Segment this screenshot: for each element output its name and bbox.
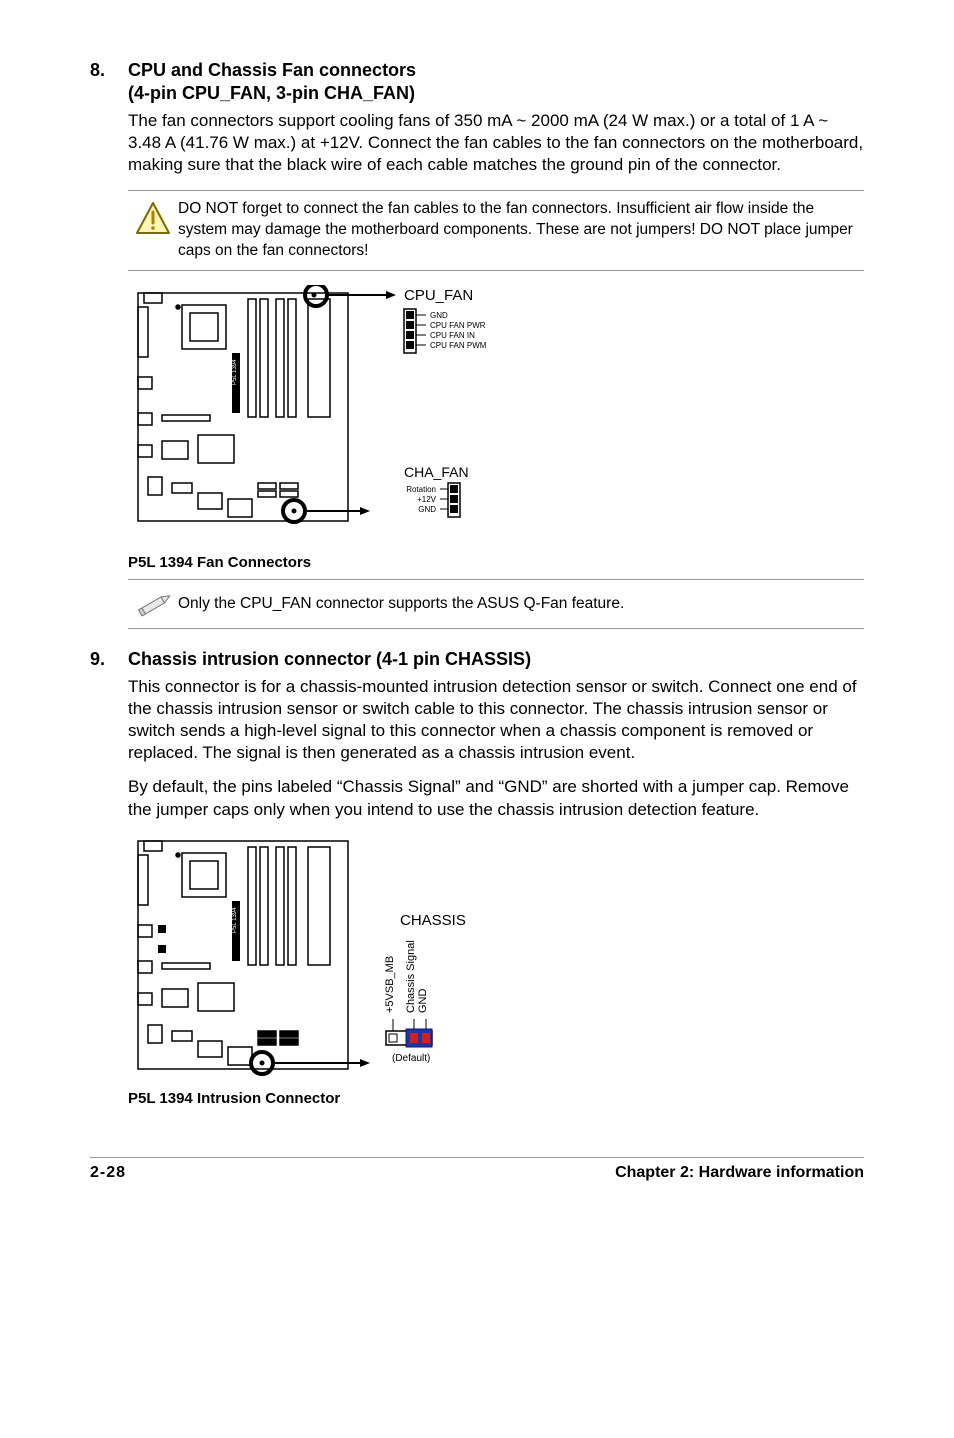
- chassis-pin-0: +5VSB_MB: [384, 955, 396, 1012]
- chassis-pin-1: Chassis Signal: [405, 940, 417, 1013]
- cha-fan-label: CHA_FAN: [404, 464, 469, 480]
- section-9-heading: 9. Chassis intrusion connector (4-1 pin …: [90, 649, 864, 670]
- warning-text: DO NOT forget to connect the fan cables …: [178, 199, 864, 262]
- cpu-fan-label: CPU_FAN: [404, 287, 473, 304]
- cha-fan-pin-0: Rotation: [406, 485, 436, 494]
- qfan-note-text: Only the CPU_FAN connector supports the …: [178, 588, 624, 615]
- section-9-body2: By default, the pins labeled “Chassis Si…: [128, 776, 864, 820]
- warning-box: DO NOT forget to connect the fan cables …: [128, 190, 864, 271]
- chassis-label: CHASSIS: [400, 912, 466, 929]
- page-footer: 2-28 Chapter 2: Hardware information: [90, 1157, 864, 1182]
- section-8-subtitle: (4-pin CPU_FAN, 3-pin CHA_FAN): [128, 83, 864, 104]
- section-8-body: The fan connectors support cooling fans …: [128, 110, 864, 176]
- section-8-heading: 8. CPU and Chassis Fan connectors: [90, 60, 864, 81]
- section-9-body1: This connector is for a chassis-mounted …: [128, 676, 864, 764]
- fan-diagram-caption: P5L 1394 Fan Connectors: [128, 554, 864, 571]
- chassis-default-label: (Default): [392, 1053, 430, 1064]
- page-number: 2-28: [90, 1164, 126, 1182]
- fan-diagram: P5L 1394 CPU_FAN GND CPU FAN PWR CPU FAN…: [128, 285, 864, 571]
- cha-fan-pin-1: +12V: [417, 495, 437, 504]
- section-8-title: CPU and Chassis Fan connectors: [128, 60, 416, 81]
- cpu-fan-pin-3: CPU FAN PWM: [430, 341, 487, 350]
- cpu-fan-pin-1: CPU FAN PWR: [430, 321, 486, 330]
- section-9-num: 9.: [90, 649, 128, 670]
- cpu-fan-pin-0: GND: [430, 311, 448, 320]
- cha-fan-pin-2: GND: [418, 505, 436, 514]
- chapter-title: Chapter 2: Hardware information: [615, 1164, 864, 1182]
- section-8-num: 8.: [90, 60, 128, 81]
- svg-text:P5L 1394: P5L 1394: [232, 359, 238, 385]
- warning-icon: [128, 199, 178, 235]
- chassis-pin-2: GND: [417, 988, 429, 1013]
- qfan-note-box: Only the CPU_FAN connector supports the …: [128, 579, 864, 629]
- section-9-title: Chassis intrusion connector (4-1 pin CHA…: [128, 649, 531, 670]
- svg-text:P5L 1394: P5L 1394: [232, 906, 238, 932]
- pencil-icon: [128, 588, 178, 620]
- chassis-diagram-caption: P5L 1394 Intrusion Connector: [128, 1090, 864, 1107]
- cpu-fan-pin-2: CPU FAN IN: [430, 331, 475, 340]
- chassis-diagram: P5L 1394 CHASSIS +5VSB_MB Chassis Signal…: [128, 833, 864, 1107]
